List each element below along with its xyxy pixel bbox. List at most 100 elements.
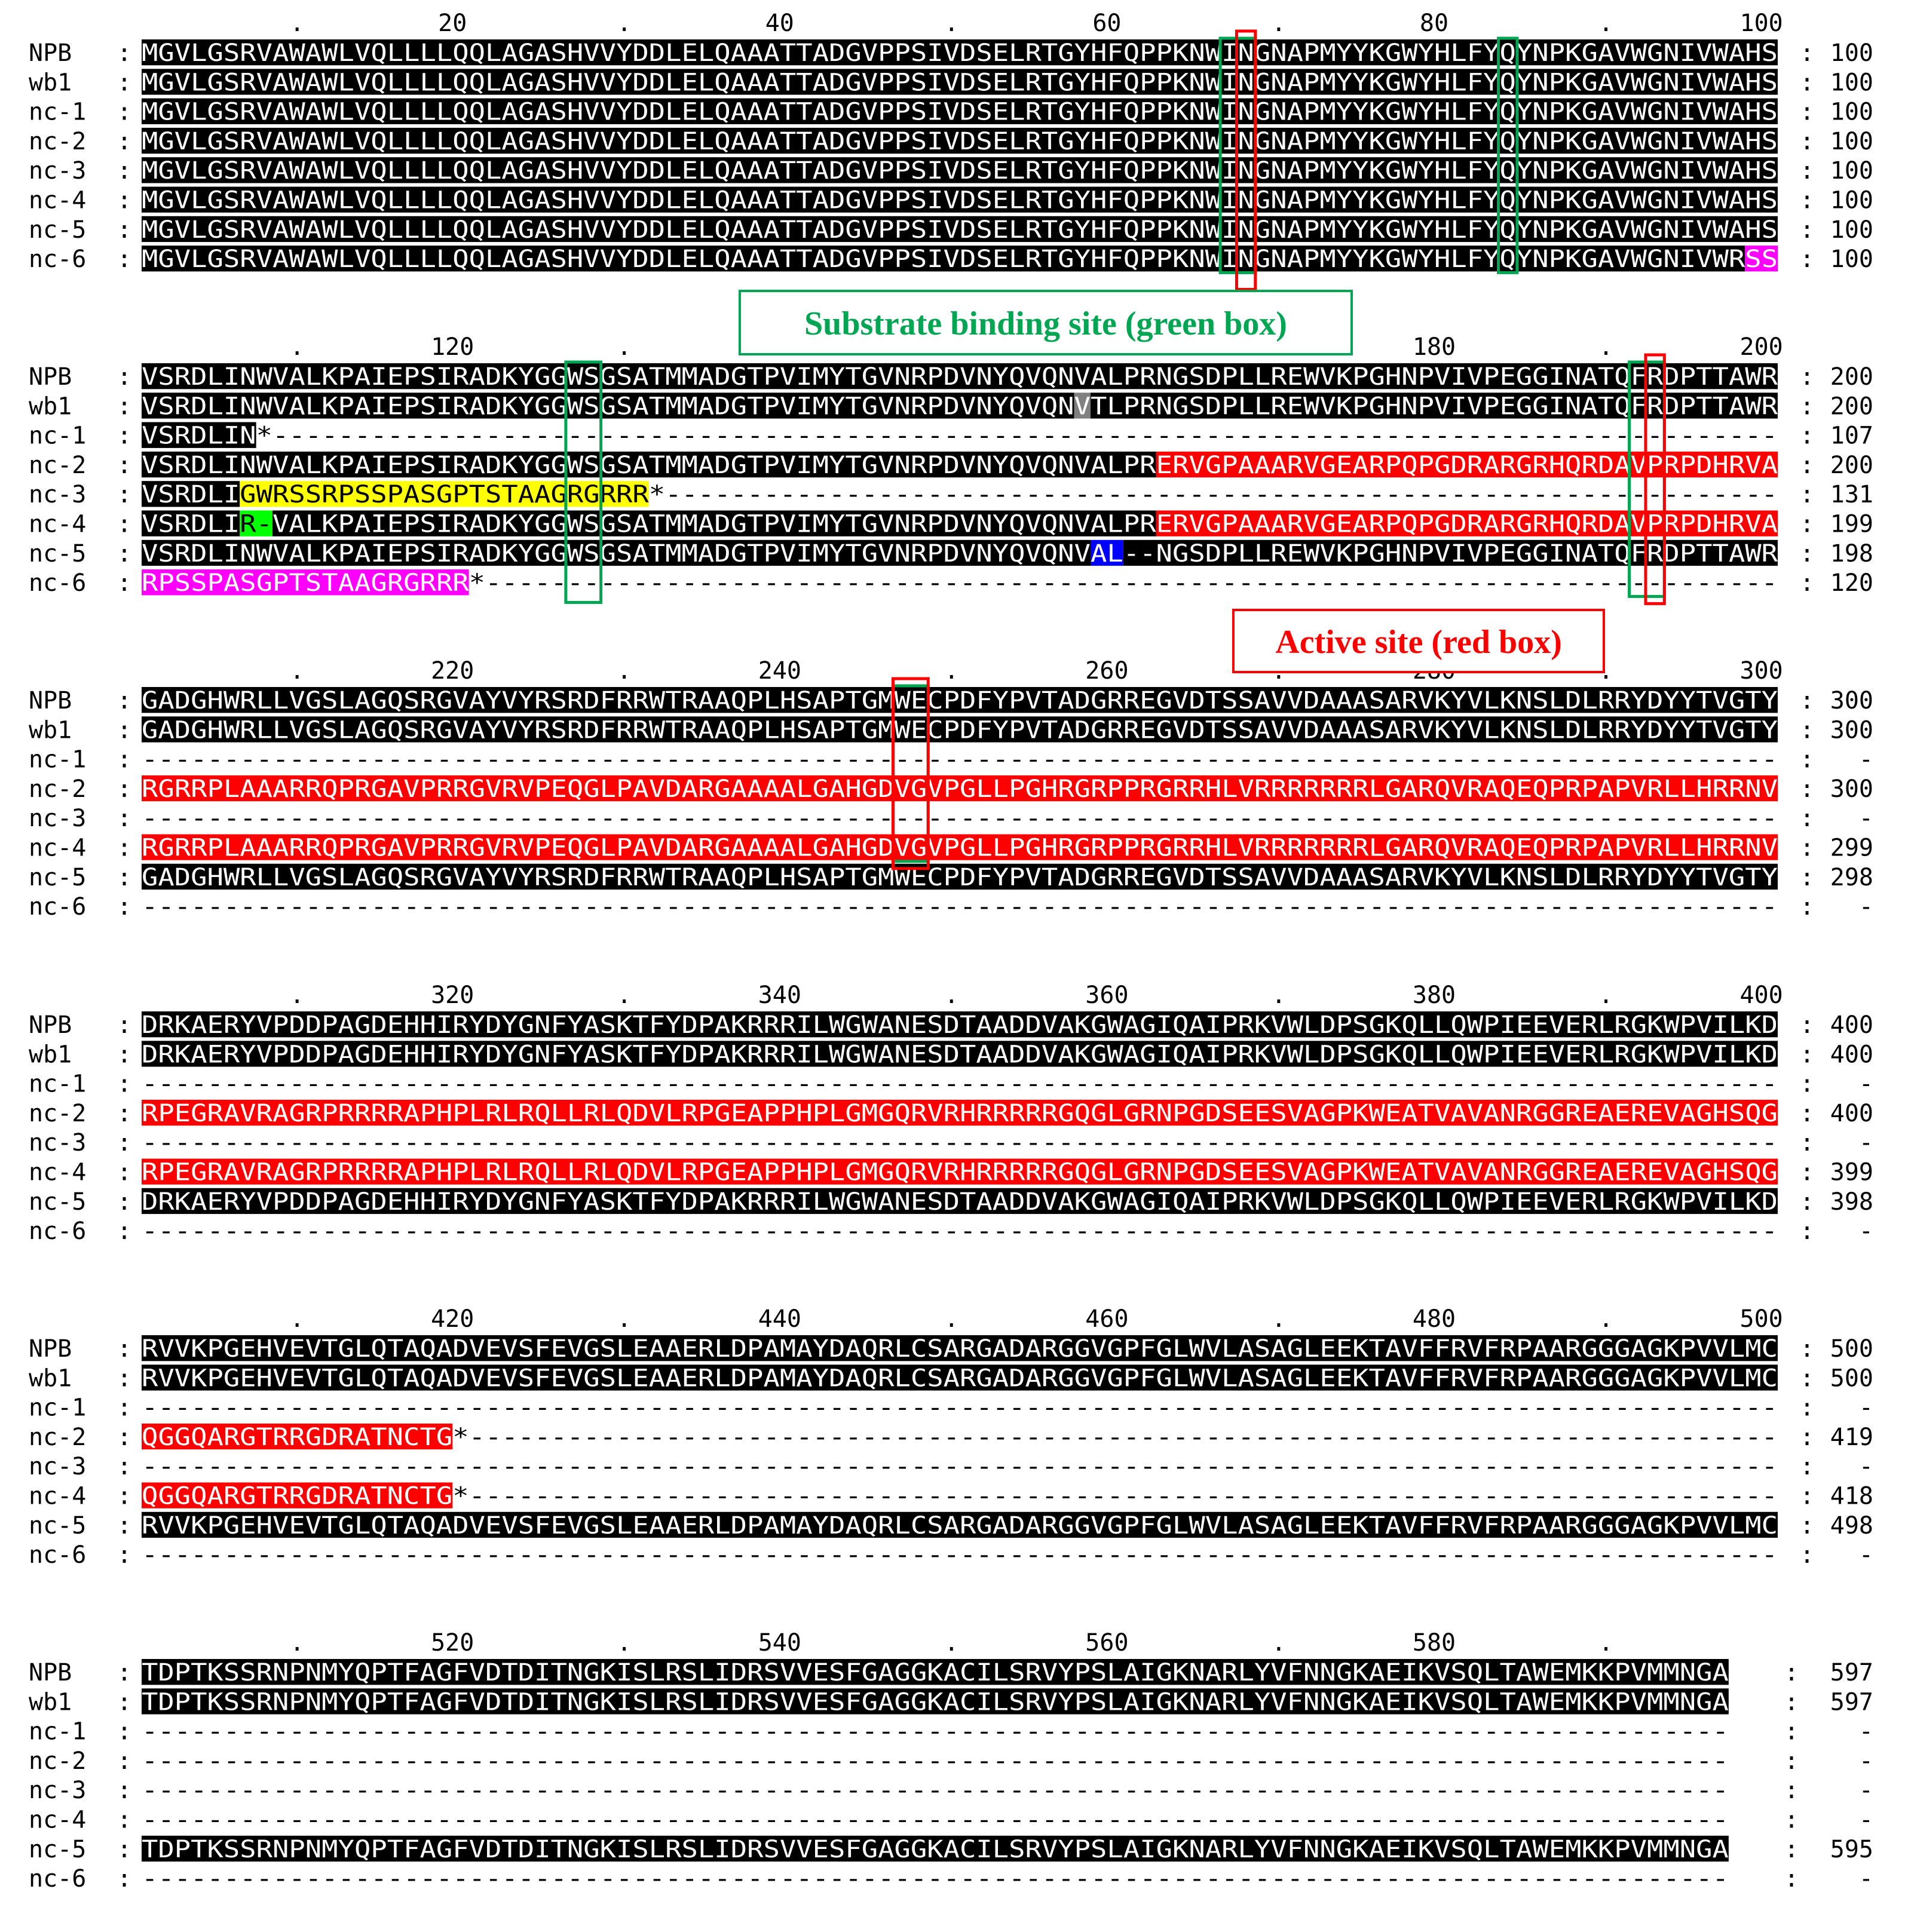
sequence-end-position: 200 bbox=[1830, 452, 1873, 479]
alignment-row: nc-4: RPEGRAVRAGRPRRRRAPHPLRLRQLLRLQDVLRP… bbox=[29, 1158, 1873, 1186]
sequence-name: nc-3 bbox=[29, 1453, 86, 1480]
separator-colon: : bbox=[1800, 1453, 1814, 1480]
alignment-row: nc-1: -----------------------------------… bbox=[29, 1394, 1873, 1422]
residue-highlight bbox=[142, 1158, 1778, 1185]
separator-colon: : bbox=[117, 422, 131, 450]
separator-colon: : bbox=[1800, 805, 1814, 832]
sequence-end-position: 597 bbox=[1830, 1688, 1873, 1716]
alignment-row: nc-4: VSRDLI R- VALKPAIEPSIRADKYGGWSGSATMMA… bbox=[29, 510, 1873, 538]
alignment-row: nc-6: MGVLGSRVAWAWLVQLLLLQQLAGASHVVYDDLEL… bbox=[29, 246, 1873, 273]
alignment-row: nc-6: RPSSPASGPTSTAAGRGRRR*--------------… bbox=[29, 569, 1873, 597]
sequence-name: wb1 bbox=[29, 1364, 72, 1392]
separator-colon: : bbox=[1800, 128, 1814, 155]
sequence-end-position: 199 bbox=[1830, 511, 1873, 538]
sequence-name: nc-3 bbox=[29, 1129, 86, 1157]
sequence-end-position: 597 bbox=[1830, 1659, 1873, 1686]
ruler-tick: 320 bbox=[431, 982, 474, 1009]
ruler-tick: . bbox=[617, 1305, 632, 1333]
separator-colon: : bbox=[1800, 1071, 1814, 1098]
alignment-row: NPB: DRKAERYVPDDPAGDEHHIRYDYGNFYASKTFYDPA… bbox=[29, 1011, 1873, 1039]
residue-run: VSRDLINWVALKPAIEPSIRADKYGGWSGSATMMADGTPV… bbox=[142, 452, 1778, 479]
sequence-end-position: 131 bbox=[1830, 481, 1873, 508]
separator-colon: : bbox=[117, 216, 131, 244]
residue-highlight bbox=[142, 1041, 1778, 1067]
alignment-row: nc-4: MGVLGSRVAWAWLVQLLLLQQLAGASHVVYDDLEL… bbox=[29, 186, 1873, 214]
sequence-name: nc-1 bbox=[29, 1394, 86, 1422]
separator-colon: : bbox=[117, 1159, 131, 1186]
separator-colon: : bbox=[1800, 422, 1814, 450]
residue-run: ----------------------------------------… bbox=[142, 1129, 1778, 1157]
alignment-row: NPB: TDPTKSSRNPNMYQPTFAGFVDTDITNGKISLRSLI… bbox=[29, 1659, 1873, 1686]
sequence-end-position: 200 bbox=[1830, 363, 1873, 391]
sequence-name: NPB bbox=[29, 1011, 72, 1039]
sequence-name: nc-2 bbox=[29, 1424, 86, 1451]
residue-run: VSRDLIN bbox=[142, 422, 256, 450]
sequence-name: nc-5 bbox=[29, 1512, 86, 1540]
residue-highlight bbox=[142, 246, 1745, 272]
residue-run: MGVLGSRVAWAWLVQLLLLQQLAGASHVVYDDLELQAAAT… bbox=[142, 246, 1778, 273]
alignment-row: nc-3: -----------------------------------… bbox=[29, 1453, 1873, 1480]
ruler-tick: 460 bbox=[1085, 1305, 1128, 1333]
residue-run: ----------------------------------------… bbox=[142, 1865, 1729, 1893]
separator-colon: : bbox=[1800, 69, 1814, 96]
separator-colon: : bbox=[117, 1865, 131, 1893]
separator-colon: : bbox=[117, 246, 131, 273]
sequence-end-position: 299 bbox=[1830, 835, 1873, 862]
sequence-name: nc-1 bbox=[29, 1071, 86, 1098]
sequence-end-position: 120 bbox=[1830, 569, 1873, 597]
alignment-row: nc-2: -----------------------------------… bbox=[29, 1747, 1873, 1775]
ruler-tick: 340 bbox=[758, 982, 801, 1009]
separator-colon: : bbox=[1800, 775, 1814, 803]
sequence-name: nc-1 bbox=[29, 99, 86, 126]
sequence-name: nc-1 bbox=[29, 746, 86, 774]
separator-colon: : bbox=[117, 1041, 131, 1068]
residue-run: RGRRPLAAARRQPRGAVPRRGVRVPEQGLPAVDARGAAAA… bbox=[142, 775, 1778, 803]
sequence-name: nc-3 bbox=[29, 157, 86, 185]
ruler-tick: 60 bbox=[1092, 10, 1121, 37]
ruler-tick: . bbox=[1598, 1629, 1613, 1657]
residue-highlight bbox=[240, 481, 649, 507]
sequence-end-position: 418 bbox=[1830, 1483, 1873, 1510]
residue-run: DRKAERYVPDDPAGDEHHIRYDYGNFYASKTFYDPAKRRR… bbox=[142, 1041, 1778, 1068]
sequence-name: nc-5 bbox=[29, 216, 86, 244]
sequence-end-position: - bbox=[1859, 893, 1873, 921]
alignment-row: NPB: VSRDLINWVALKPAIEPSIRADKYGGWSGSATMMAD… bbox=[29, 363, 1873, 391]
separator-colon: : bbox=[1800, 893, 1814, 921]
residue-run: TDPTKSSRNPNMYQPTFAGFVDTDITNGKISLRSLIDRSV… bbox=[142, 1836, 1729, 1863]
residue-run: ----------------------------------------… bbox=[142, 1218, 1778, 1245]
sequence-end-position: - bbox=[1859, 1718, 1873, 1746]
sequence-end-position: - bbox=[1859, 1777, 1873, 1804]
sequence-end-position: - bbox=[1859, 1129, 1873, 1157]
alignment-row: nc-6: -----------------------------------… bbox=[29, 893, 1873, 921]
sequence-end-position: - bbox=[1859, 1807, 1873, 1834]
sequence-end-position: 400 bbox=[1830, 1100, 1873, 1127]
residue-highlight bbox=[142, 1335, 1778, 1361]
residue-highlight bbox=[142, 687, 1778, 713]
sequence-name: nc-2 bbox=[29, 1747, 86, 1775]
sequence-name: nc-3 bbox=[29, 1777, 86, 1804]
separator-colon: : bbox=[117, 1188, 131, 1216]
sequence-name: NPB bbox=[29, 39, 72, 67]
ruler-tick: 260 bbox=[1085, 657, 1128, 685]
alignment-row: nc-6: -----------------------------------… bbox=[29, 1218, 1873, 1245]
sequence-end-position: 100 bbox=[1830, 157, 1873, 185]
alignment-row: nc-2: VSRDLINWVALKPAIEPSIRADKYGGWSGSATMMA… bbox=[29, 451, 1873, 479]
separator-colon: : bbox=[1800, 746, 1814, 774]
residue-highlight bbox=[272, 510, 1156, 536]
sequence-name: nc-2 bbox=[29, 775, 86, 803]
sequence-end-position: 498 bbox=[1830, 1512, 1873, 1540]
separator-colon: : bbox=[1800, 1394, 1814, 1422]
ruler-tick: 580 bbox=[1413, 1629, 1456, 1657]
sequence-name: nc-6 bbox=[29, 1865, 86, 1893]
alignment-row: nc-4: RGRRPLAAARRQPRGAVPRRGVRVPEQGLPAVDAR… bbox=[29, 834, 1873, 862]
separator-colon: : bbox=[117, 540, 131, 568]
sequence-end-position: - bbox=[1859, 1071, 1873, 1098]
residue-highlight bbox=[1091, 539, 1123, 566]
alignment-row: wb1: GADGHWRLLVGSLAGQSRGVAYVYRSRDFRRWTRAA… bbox=[29, 716, 1873, 744]
residue-highlight bbox=[1074, 392, 1091, 419]
residue-run: MGVLGSRVAWAWLVQLLLLQQLAGASHVVYDDLELQAAAT… bbox=[142, 187, 1778, 214]
separator-colon: : bbox=[117, 1777, 131, 1804]
residue-run: ----------------------------------------… bbox=[142, 1718, 1729, 1746]
alignment-row: wb1: RVVKPGEHVEVTGLQTAQADVEVSFEVGSLEAAERL… bbox=[29, 1364, 1873, 1392]
